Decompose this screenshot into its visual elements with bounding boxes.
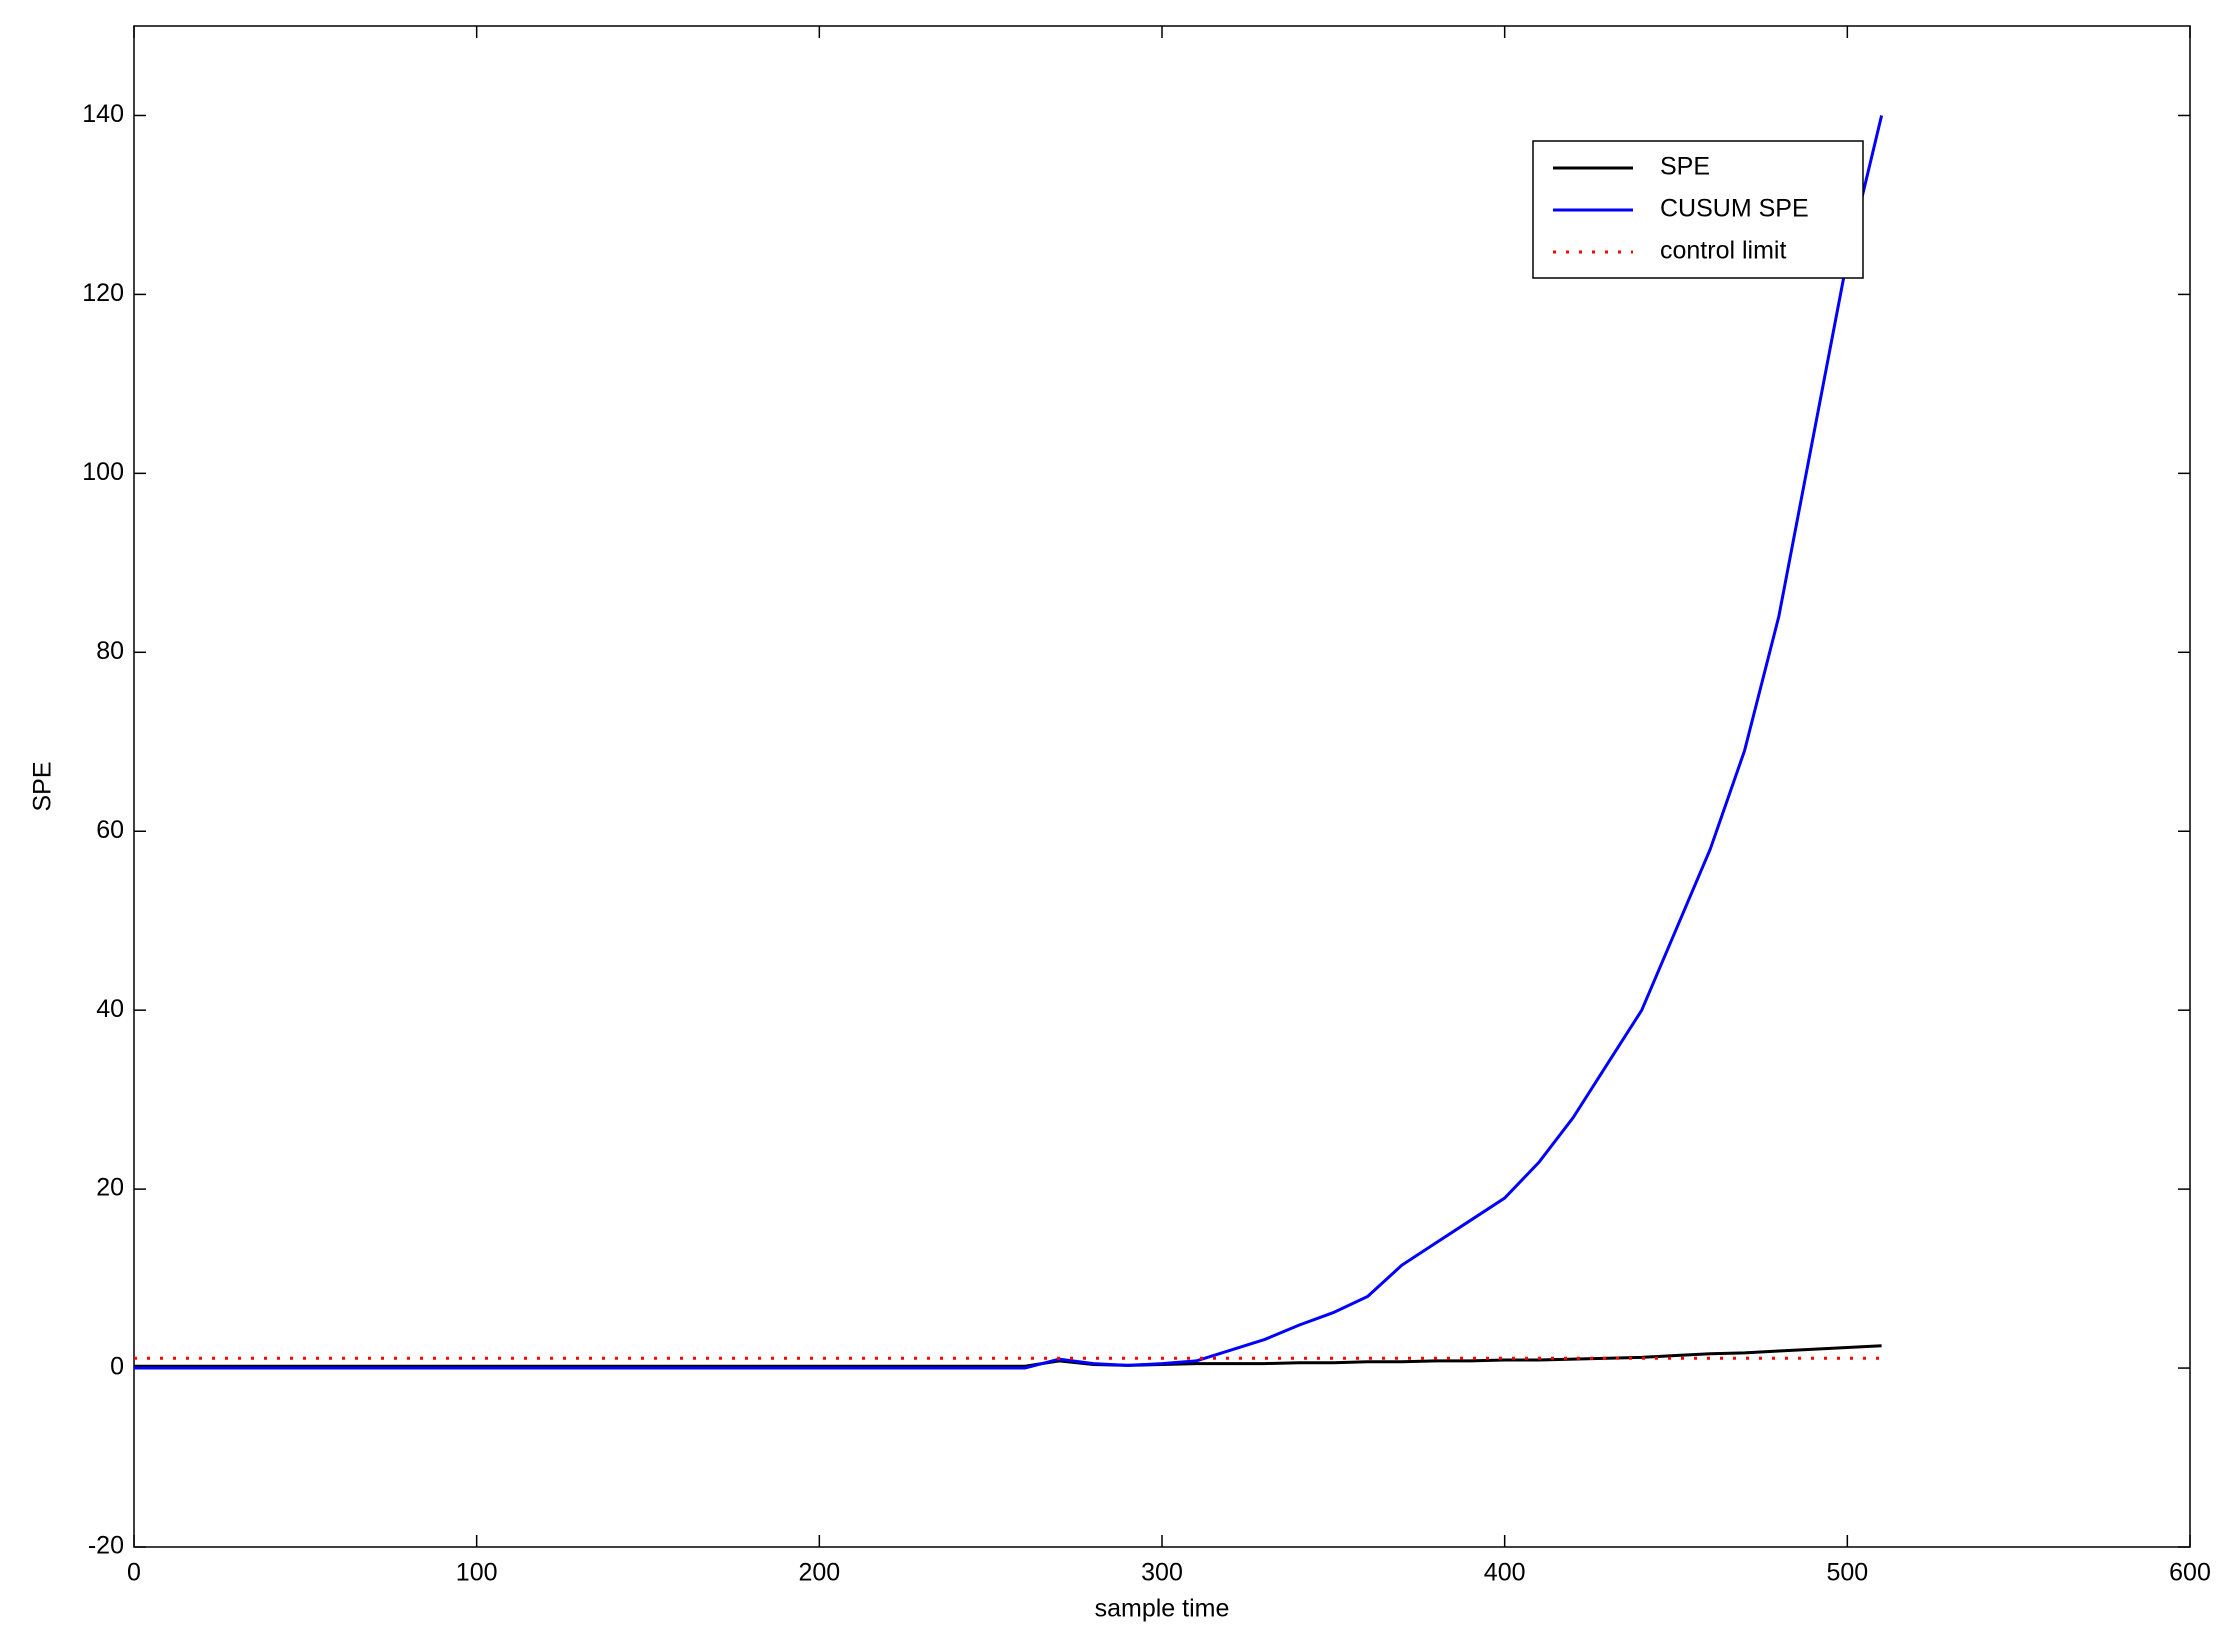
series-line [134, 1344, 1882, 1368]
series-line [134, 115, 1884, 1370]
y-tick-label: 20 [96, 1174, 124, 1202]
y-tick-label: 120 [82, 279, 124, 307]
y-tick-label: 100 [82, 458, 124, 486]
legend-label: CUSUM SPE [1660, 195, 1809, 223]
x-tick-label: 600 [2169, 1559, 2211, 1587]
y-axis-label: SPE [29, 761, 57, 811]
plot-area [133, 25, 2191, 1548]
legend-label: SPE [1660, 153, 1710, 181]
y-tick-label: 40 [96, 995, 124, 1023]
x-axis-label: sample time [1095, 1595, 1230, 1623]
x-tick-label: 300 [1141, 1559, 1183, 1587]
y-tick-label: 0 [110, 1353, 124, 1381]
y-tick-label: 80 [96, 637, 124, 665]
x-tick-label: 100 [456, 1559, 498, 1587]
x-tick-label: 0 [127, 1559, 141, 1587]
y-tick-label: 140 [82, 100, 124, 128]
x-tick-label: 500 [1826, 1559, 1868, 1587]
y-tick-label: 60 [96, 816, 124, 844]
x-tick-label: 200 [798, 1559, 840, 1587]
legend-label: control limit [1660, 237, 1786, 265]
legend: SPE CUSUM SPE control limit [1532, 140, 1864, 279]
y-tick-label: -20 [88, 1532, 124, 1560]
x-tick-label: 400 [1484, 1559, 1526, 1587]
